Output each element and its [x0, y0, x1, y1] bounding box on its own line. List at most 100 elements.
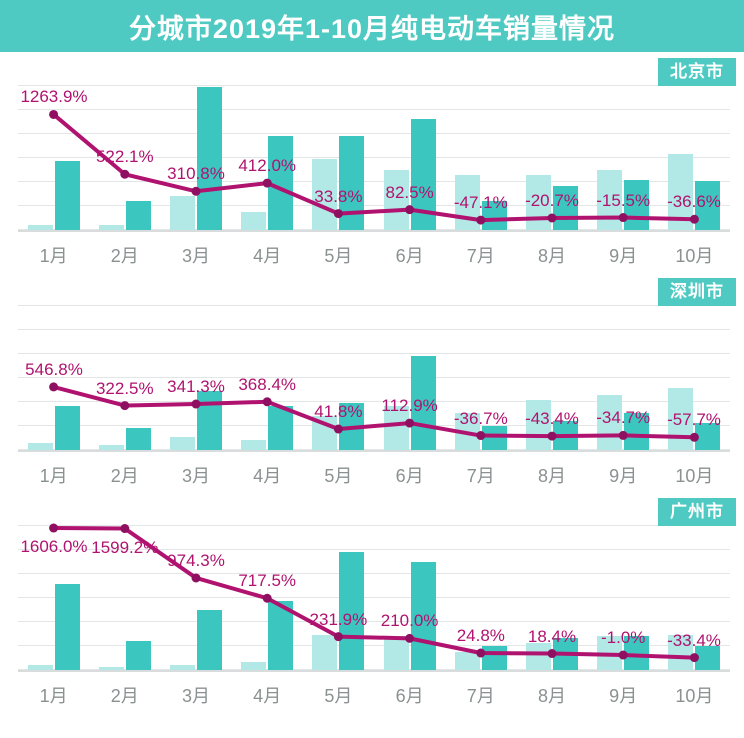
month-label: 5月 — [324, 246, 353, 266]
line-marker — [333, 632, 343, 642]
x-axis-labels: 1月 2月 3月 4月 5月 6月 7月 8月 9月 10月 — [18, 682, 730, 706]
growth-value-label: 412.0% — [238, 156, 297, 176]
month-label: 6月 — [395, 466, 424, 486]
line-marker — [191, 399, 201, 409]
growth-value-label: 546.8% — [25, 359, 83, 379]
bar-2019 — [410, 355, 436, 450]
line-marker — [689, 432, 699, 442]
line-marker — [405, 633, 415, 643]
growth-value-label: 717.5% — [238, 571, 297, 591]
chart-panel-beijing: 1263.9% 522.1% 310.8% 412.0% 33.8% 82.5% -47.1… — [0, 52, 744, 272]
bar-previous-year — [241, 211, 267, 230]
line-marker — [120, 169, 130, 179]
growth-value-label: -43.4% — [525, 409, 579, 429]
bar-2019 — [695, 423, 721, 450]
month-label: 7月 — [466, 686, 495, 706]
month-label: 1月 — [39, 466, 68, 486]
month-label: 7月 — [466, 466, 495, 486]
bar-previous-year — [241, 661, 267, 670]
month-label: 6月 — [395, 246, 424, 266]
growth-value-label: 1599.2% — [91, 537, 159, 557]
chart-panel-shenzhen: 546.8% 322.5% 341.3% 368.4% 41.8% 112.9% -36.7… — [0, 272, 744, 492]
month-label: 3月 — [181, 686, 211, 706]
bar-2019 — [197, 391, 222, 450]
line-marker — [405, 205, 415, 215]
growth-value-label: 974.3% — [167, 550, 225, 570]
month-label: 2月 — [110, 246, 139, 266]
line-marker — [689, 214, 699, 224]
growth-value-label: 112.9% — [381, 396, 438, 416]
growth-value-label: -20.7% — [525, 190, 579, 210]
bar-previous-year — [241, 439, 267, 450]
month-label: 1月 — [39, 686, 68, 706]
line-marker — [49, 109, 59, 119]
bar-2019 — [125, 201, 151, 230]
growth-value-label: -57.7% — [667, 410, 721, 430]
growth-value-label: -36.6% — [667, 192, 721, 212]
growth-value-label: 24.8% — [456, 626, 505, 646]
month-label: 2月 — [110, 686, 139, 706]
bar-previous-year — [383, 636, 409, 670]
line-marker — [476, 215, 486, 225]
month-label: 4月 — [253, 686, 282, 706]
growth-value-label: -36.7% — [453, 408, 508, 428]
growth-value-label: 33.8% — [314, 186, 363, 206]
x-axis-labels: 1月 2月 3月 4月 5月 6月 7月 8月 9月 10月 — [18, 242, 730, 266]
line-marker — [191, 186, 201, 196]
growth-value-label: 82.5% — [385, 182, 434, 202]
city-badge: 深圳市 — [658, 278, 736, 306]
bar-2019 — [125, 641, 151, 670]
growth-value-label: 341.3% — [167, 377, 225, 397]
bar-previous-year — [170, 196, 195, 230]
month-label: 3月 — [181, 246, 211, 266]
month-label: 8月 — [537, 466, 567, 486]
bar-2019 — [268, 135, 294, 230]
page-title: 分城市2019年1-10月纯电动车销量情况 — [128, 13, 616, 44]
growth-value-label: -1.0% — [600, 628, 646, 648]
bar-2019 — [695, 646, 721, 670]
month-label: 10月 — [675, 466, 714, 486]
bar-2019 — [410, 562, 436, 670]
bar-2019 — [339, 552, 365, 670]
bar-previous-year — [98, 666, 124, 670]
month-label: 10月 — [675, 246, 714, 266]
line-marker — [476, 431, 486, 441]
bar-previous-year — [383, 169, 409, 230]
bar-previous-year — [526, 643, 551, 670]
growth-line-chart — [49, 109, 699, 225]
month-label: 9月 — [609, 246, 638, 266]
bar-previous-year — [668, 387, 694, 450]
growth-value-label: 18.4% — [527, 626, 577, 646]
growth-value-label: 310.8% — [167, 164, 225, 184]
line-marker — [547, 213, 557, 223]
growth-value-label: -47.1% — [453, 193, 508, 213]
bar-previous-year — [454, 651, 480, 670]
bar-previous-year — [98, 444, 124, 450]
city-badge: 广州市 — [658, 498, 736, 526]
bar-previous-year — [170, 664, 195, 670]
bar-previous-year — [98, 224, 124, 230]
line-marker — [547, 649, 557, 659]
bar-2019 — [54, 161, 80, 230]
bar-previous-year — [27, 443, 53, 450]
line-marker — [405, 418, 415, 428]
line-marker — [120, 524, 130, 534]
line-marker — [333, 424, 343, 434]
month-label: 2月 — [110, 466, 139, 486]
bar-previous-year — [597, 169, 623, 230]
bar-2019 — [268, 601, 294, 670]
chart-panel-guangzhou: 1606.0% 1599.2% 974.3% 717.5% 231.9% 210.0% 24… — [0, 492, 744, 712]
line-marker — [191, 573, 201, 583]
x-axis-labels: 1月 2月 3月 4月 5月 6月 7月 8月 9月 10月 — [18, 462, 730, 486]
line-marker — [262, 593, 272, 603]
bar-previous-year — [526, 399, 551, 450]
bar-2019 — [197, 87, 222, 230]
line-marker — [618, 650, 628, 660]
month-label: 5月 — [324, 466, 353, 486]
plot-area: 1606.0% 1599.2% 974.3% 717.5% 231.9% 210.0% 24… — [18, 502, 730, 672]
month-label: 5月 — [324, 686, 353, 706]
month-label: 8月 — [537, 246, 567, 266]
month-label: 6月 — [395, 686, 424, 706]
bar-2019 — [197, 609, 222, 670]
